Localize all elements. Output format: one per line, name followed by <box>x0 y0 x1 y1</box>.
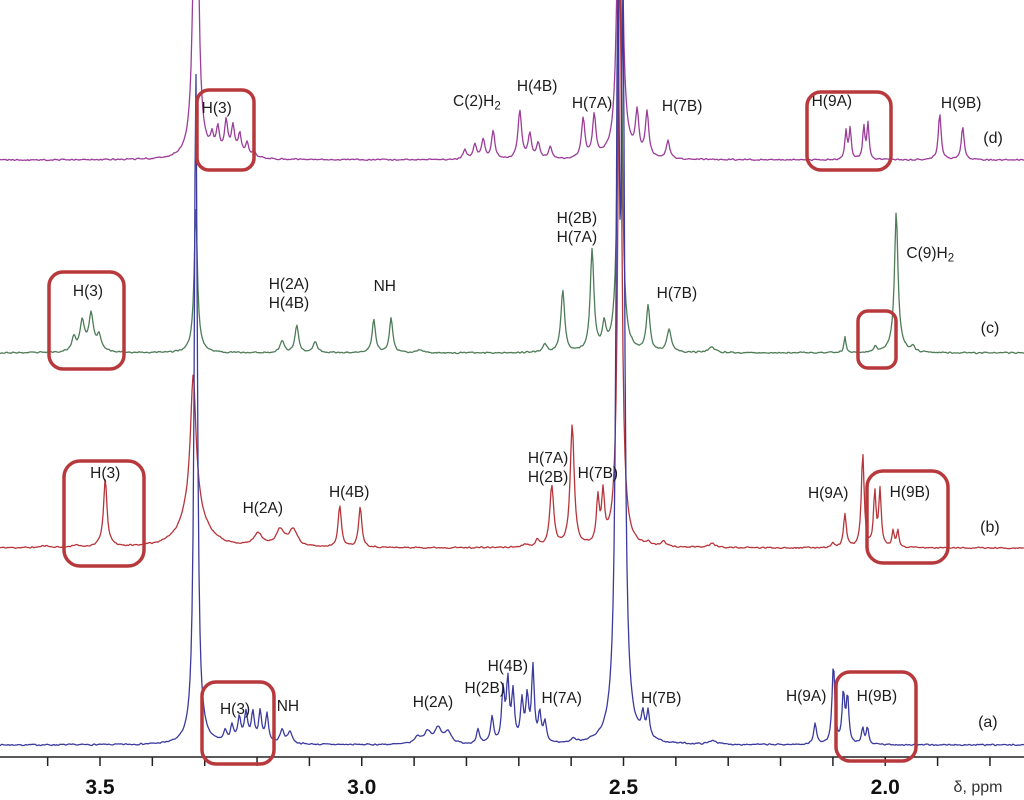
peak-label: H(3) <box>202 100 232 117</box>
peak-label: C(9)H2 <box>906 245 954 265</box>
highlight-boxes <box>47 88 950 766</box>
highlight-box <box>195 88 256 172</box>
peak-label: H(7B) <box>578 465 618 482</box>
axis-tick-label: 2.0 <box>871 776 900 799</box>
peak-label: H(7B) <box>641 690 681 707</box>
highlight-box <box>62 459 146 568</box>
highlight-box <box>834 670 918 763</box>
peak-label: H(2A) <box>413 694 453 711</box>
peak-label: H(4B) <box>488 658 528 675</box>
x-axis-unit-label: δ, ppm <box>954 779 1003 796</box>
peak-label: C(2)H2 <box>453 93 501 113</box>
peak-label: H(9A) <box>786 688 826 705</box>
peak-label: NH <box>374 278 396 295</box>
highlight-box <box>856 309 898 370</box>
spectrum-trace-c <box>0 0 1024 355</box>
peak-label: H(4B) <box>269 295 309 312</box>
axis-tick-label: 2.5 <box>609 776 639 799</box>
trace-label-b: (b) <box>980 519 1000 536</box>
spectrum-trace-b <box>0 0 1024 550</box>
peak-label: H(9A) <box>812 93 852 110</box>
trace-label-a: (a) <box>978 714 998 731</box>
trace-label-d: (d) <box>983 130 1003 147</box>
peak-label: H(7B) <box>657 285 697 302</box>
spectrum-trace-a <box>0 0 1024 747</box>
highlight-box <box>865 469 950 565</box>
peak-label: H(7B) <box>662 98 702 115</box>
peak-label: H(7A) <box>528 450 568 467</box>
spectra-traces <box>0 0 1024 747</box>
peak-label: H(3) <box>90 465 120 482</box>
x-axis: 3.5 3.0 2.5 2.0 <box>0 756 1024 799</box>
highlight-box <box>200 680 276 766</box>
spectrum-trace-d <box>0 0 1024 162</box>
peak-label: H(7A) <box>541 690 581 707</box>
peak-label: H(3) <box>73 283 103 300</box>
peak-annotations: H(3) C(2)H2 H(4B) H(7A) H(7B) H(9A) H(9B) (d) H(… <box>73 78 1003 731</box>
peak-label: H(2B) <box>465 680 505 697</box>
peak-label: H(4B) <box>517 78 557 95</box>
trace-label-c: (c) <box>981 320 1000 337</box>
peak-label: H(9B) <box>941 95 981 112</box>
highlight-box <box>805 90 893 172</box>
peak-label: H(3) <box>220 701 250 718</box>
peak-label: H(9B) <box>857 688 897 705</box>
peak-label: H(9A) <box>808 485 848 502</box>
axis-tick-label: 3.5 <box>85 776 115 799</box>
peak-label: H(9B) <box>890 484 930 501</box>
axis-tick-label: 3.0 <box>347 776 376 799</box>
peak-label: H(2B) <box>528 469 568 486</box>
highlight-box <box>47 270 126 371</box>
peak-label: NH <box>277 698 299 715</box>
peak-label: H(4B) <box>329 484 369 501</box>
peak-label: H(2A) <box>243 500 283 517</box>
peak-label: H(2A) <box>269 276 309 293</box>
peak-label: H(7A) <box>572 95 612 112</box>
peak-label: H(7A) <box>557 229 597 246</box>
peak-label: H(2B) <box>557 210 597 227</box>
